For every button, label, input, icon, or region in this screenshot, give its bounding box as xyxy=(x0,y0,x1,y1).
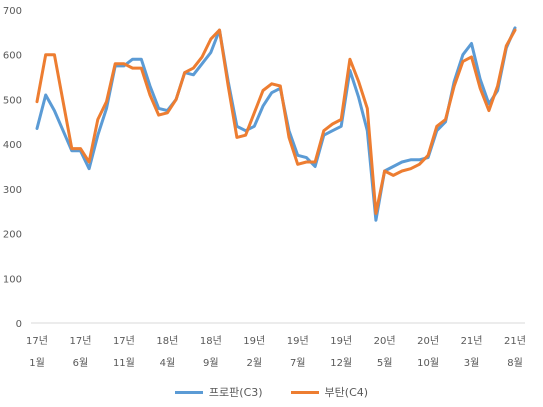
legend-label-butane: 부탄(C4) xyxy=(324,386,369,399)
x-tick-month-label: 8월 xyxy=(507,357,523,369)
x-tick-month-label: 2월 xyxy=(246,357,262,369)
series-layer xyxy=(35,26,517,222)
series-line-propane xyxy=(35,26,517,222)
legend-swatch-propane xyxy=(174,390,203,394)
x-tick-year-label: 18년 xyxy=(156,335,178,347)
x-tick-year-label: 18년 xyxy=(200,335,222,347)
y-tick-label: 400 xyxy=(3,140,22,151)
x-tick-year-label: 20년 xyxy=(417,335,439,347)
x-axis-ticks: 17년 1월 17년 6월 17년 11월 18년 4월 18년 9월 19년 2월 19년 7월 19년 1… xyxy=(26,335,526,369)
y-tick-label: 500 xyxy=(3,95,22,106)
x-tick-year-label: 19년 xyxy=(287,335,309,347)
x-tick-month-label: 4월 xyxy=(160,357,176,369)
x-tick-month-label: 7월 xyxy=(290,357,306,369)
legend-item-propane: 프로판(C3) xyxy=(174,384,263,400)
legend-label-propane: 프로판(C3) xyxy=(208,386,263,399)
x-tick-year-label: 17년 xyxy=(113,335,135,347)
series-line-butane xyxy=(35,28,517,215)
legend-item-butane: 부탄(C4) xyxy=(290,384,369,400)
y-tick-label: 600 xyxy=(3,51,22,62)
y-tick-label: 200 xyxy=(3,230,22,241)
x-tick-year-label: 19년 xyxy=(243,335,265,347)
y-tick-label: 0 xyxy=(16,319,22,330)
x-tick-month-label: 11월 xyxy=(113,357,135,369)
x-tick-year-label: 21년 xyxy=(504,335,526,347)
x-tick-year-label: 17년 xyxy=(26,335,48,347)
y-axis-ticks: 0 100 200 300 400 500 600 700 xyxy=(3,6,22,330)
x-tick-month-label: 12월 xyxy=(330,357,352,369)
x-tick-year-label: 21년 xyxy=(461,335,483,347)
x-tick-month-label: 9월 xyxy=(203,357,219,369)
x-tick-month-label: 1월 xyxy=(29,357,45,369)
y-tick-label: 100 xyxy=(3,274,22,285)
legend-swatch-butane xyxy=(290,390,319,394)
x-tick-year-label: 17년 xyxy=(69,335,91,347)
y-tick-label: 300 xyxy=(3,185,22,196)
x-tick-month-label: 6월 xyxy=(73,357,89,369)
x-tick-year-label: 19년 xyxy=(330,335,352,347)
y-tick-label: 700 xyxy=(3,6,22,17)
x-tick-year-label: 20년 xyxy=(374,335,396,347)
x-tick-month-label: 10월 xyxy=(417,357,439,369)
x-tick-month-label: 5월 xyxy=(377,357,393,369)
x-tick-month-label: 3월 xyxy=(464,357,480,369)
legend: 프로판(C3) 부탄(C4) xyxy=(0,384,543,400)
